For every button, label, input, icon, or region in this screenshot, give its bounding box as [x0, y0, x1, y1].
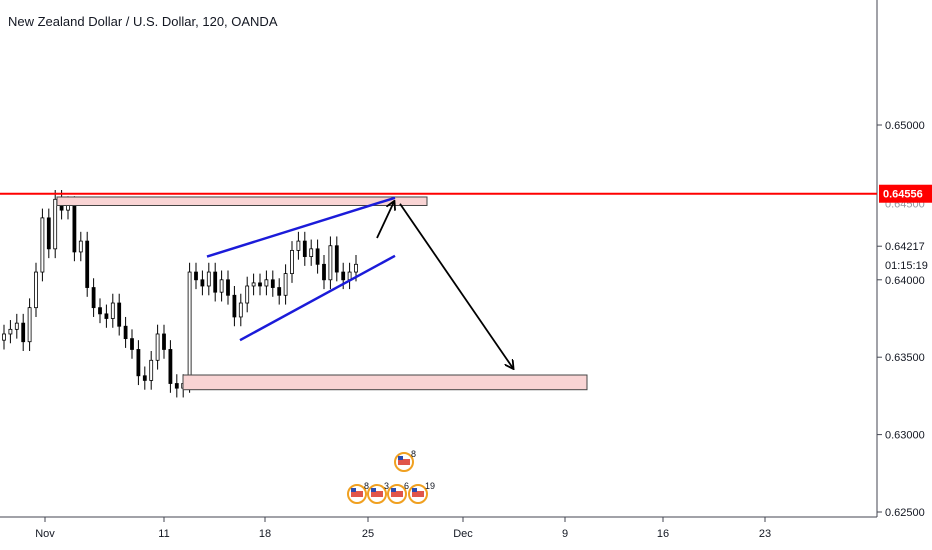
time-tick-label: 16	[657, 528, 669, 540]
candle-body	[21, 322, 26, 343]
candle-body	[168, 349, 173, 384]
event-count-label: 19	[425, 481, 435, 491]
candle-body	[309, 248, 314, 257]
price-marker-label: 0.64217	[885, 241, 925, 253]
wedge-upper-trendline[interactable]	[206, 196, 396, 258]
chart-title: New Zealand Dollar / U.S. Dollar, 120, O…	[8, 14, 278, 29]
price-axis[interactable]: 0.65000 0.64000 0.63500 0.63000 0.62500 0.645…	[877, 120, 932, 519]
time-tick-label: 18	[259, 528, 271, 540]
flag-canton	[412, 488, 417, 492]
flag-stripes	[391, 491, 403, 497]
candle-body	[27, 307, 32, 343]
time-tick-label: Nov	[35, 528, 55, 540]
candle-body	[104, 313, 109, 319]
candle-body	[110, 302, 115, 319]
time-tick-label: 11	[158, 528, 169, 540]
candle-body	[277, 287, 282, 296]
event-count-label: 6	[404, 481, 409, 491]
flag-stripes	[351, 491, 363, 497]
resistance-zone[interactable]	[56, 196, 428, 206]
candle-body	[91, 287, 96, 309]
support-zone[interactable]	[182, 374, 588, 391]
candle-body	[162, 333, 166, 350]
price-tick-label: 0.62500	[885, 507, 925, 519]
candle-body	[2, 333, 6, 341]
candle-body	[14, 322, 19, 330]
candle-body	[187, 271, 192, 384]
flag-stripes	[398, 459, 410, 465]
candle-body	[226, 279, 230, 296]
candle-body	[98, 307, 102, 315]
time-tick-label: 25	[362, 528, 374, 540]
price-tick-label: 0.63500	[885, 352, 925, 364]
flag-stripes	[371, 491, 383, 497]
candle-body	[238, 302, 243, 318]
grid	[0, 0, 878, 518]
flag-canton	[371, 488, 376, 492]
candle-body	[328, 245, 333, 281]
candle-body	[8, 328, 13, 335]
candle-body	[302, 240, 307, 257]
earnings-markers[interactable]: 8 3 6 19 8	[347, 449, 435, 504]
flag-canton	[391, 488, 396, 492]
candle-body	[123, 325, 128, 340]
candle-body	[206, 271, 211, 287]
candlestick-series	[2, 190, 358, 398]
flag-stripes	[412, 491, 424, 497]
time-tick-label: Dec	[453, 528, 473, 540]
candle-body	[341, 271, 346, 281]
candle-body	[117, 302, 122, 327]
price-tick-label: 0.64000	[885, 275, 925, 287]
candle-body	[85, 240, 90, 288]
flag-canton	[398, 456, 403, 460]
candle-body	[40, 217, 45, 273]
drawings[interactable]	[0, 192, 877, 391]
candle-body	[149, 359, 154, 381]
candle-body	[46, 217, 51, 250]
candle-body	[219, 279, 224, 293]
flag-canton	[351, 488, 356, 492]
candle-body	[78, 240, 83, 253]
arrow-down[interactable]	[399, 203, 513, 368]
last-price-tag[interactable]	[879, 184, 932, 203]
wedge-lower-trendline[interactable]	[239, 254, 396, 342]
candle-body	[34, 271, 38, 309]
candle-body	[194, 271, 198, 281]
candle-body	[283, 273, 288, 296]
candle-body	[174, 383, 179, 389]
candle-body	[155, 333, 160, 361]
event-count-label: 3	[384, 481, 389, 491]
event-count-label: 8	[411, 449, 416, 459]
time-tick-label: 9	[562, 528, 568, 540]
candle-body	[200, 279, 205, 287]
candle-body	[334, 245, 339, 273]
candle-body	[264, 279, 269, 287]
candle-body	[66, 205, 70, 211]
candle-body	[136, 349, 141, 377]
candle-body	[322, 263, 326, 281]
candle-body	[72, 205, 77, 253]
candle-body	[290, 249, 294, 275]
price-tick-label: 0.63000	[885, 430, 925, 442]
candle-body	[53, 198, 58, 250]
last-price-label: 0.64556	[883, 189, 923, 201]
candle-body	[245, 285, 250, 304]
candle-body	[354, 263, 358, 273]
bar-countdown: 01:15:19	[885, 260, 928, 272]
candle-body	[270, 279, 275, 288]
candle-body	[232, 294, 237, 318]
time-tick-label: 23	[759, 528, 771, 540]
candle-body	[130, 338, 134, 350]
candle-body	[258, 282, 262, 287]
event-count-label: 8	[364, 481, 369, 491]
candle-body	[251, 282, 256, 287]
candle-body	[213, 271, 218, 293]
candle-body	[142, 375, 147, 381]
time-axis[interactable]: Nov 11 18 25 Dec 9 16 23	[35, 517, 771, 540]
arrow-up[interactable]	[376, 202, 394, 239]
price-tick-label: 0.65000	[885, 120, 925, 132]
candle-body	[315, 248, 320, 265]
candle-body	[296, 240, 301, 251]
